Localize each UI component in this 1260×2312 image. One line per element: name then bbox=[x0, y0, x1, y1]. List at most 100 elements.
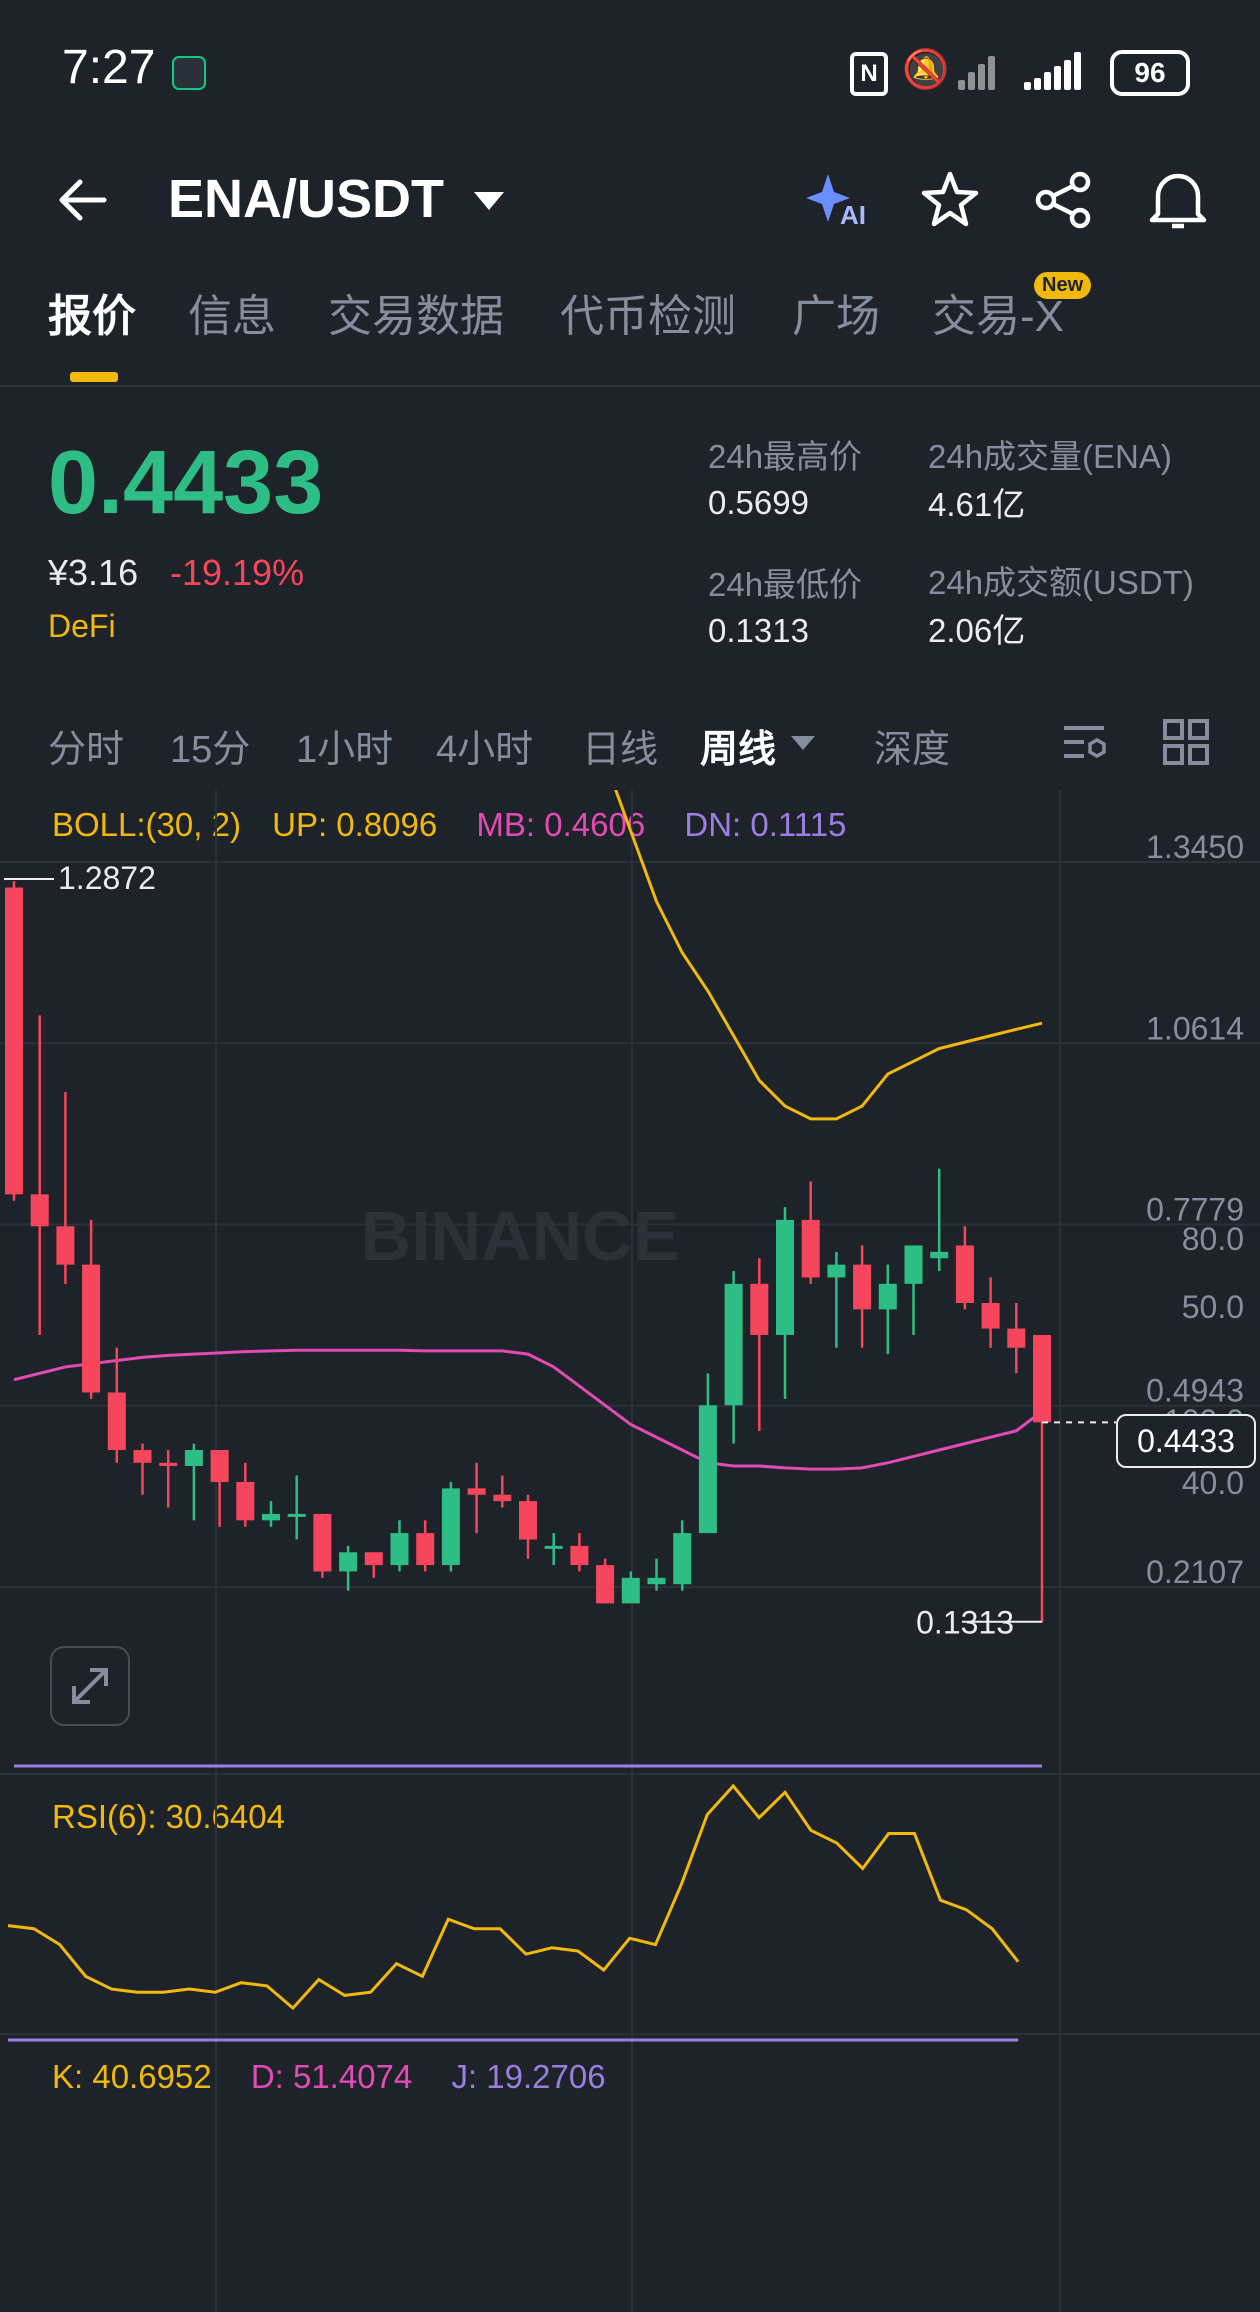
candle-body bbox=[5, 887, 23, 1195]
chart-watermark: BINANCE bbox=[361, 1197, 680, 1275]
pair-dropdown-icon[interactable] bbox=[472, 190, 506, 219]
tab-token-check[interactable]: 代币检测 bbox=[560, 292, 736, 341]
vol-base-value: 4.61亿 bbox=[928, 486, 1026, 523]
candle-body bbox=[210, 1450, 229, 1482]
boll-up: UP: 0.8096 bbox=[272, 806, 438, 843]
interval-1w[interactable]: 周线 bbox=[700, 729, 777, 771]
y-tick-label: 1.0614 bbox=[1146, 1010, 1244, 1046]
low-24h-label: 24h最低价 bbox=[708, 566, 863, 603]
fullscreen-expand-icon[interactable] bbox=[50, 1646, 130, 1726]
boll-legend: BOLL:(30, 2) UP: 0.8096 MB: 0.4606 DN: 0… bbox=[52, 806, 846, 844]
min-marker-label: 0.1313 bbox=[916, 1605, 1014, 1641]
candle-body bbox=[364, 1552, 383, 1566]
active-tab-indicator bbox=[70, 372, 118, 382]
layout-grid-icon[interactable] bbox=[1162, 718, 1210, 771]
candle-body bbox=[1033, 1334, 1051, 1423]
last-price: 0.4433 bbox=[48, 433, 324, 533]
wifi-signal-icon bbox=[958, 50, 1008, 90]
candle-body bbox=[133, 1450, 152, 1463]
candle-body bbox=[673, 1533, 692, 1585]
nfc-icon: N bbox=[850, 52, 888, 96]
rsi-legend: RSI(6): 30.6404 bbox=[52, 1798, 285, 1835]
candle-body bbox=[262, 1513, 280, 1521]
interval-depth[interactable]: 深度 bbox=[874, 729, 951, 771]
ai-sparkle-icon[interactable]: AI bbox=[806, 170, 876, 230]
tab-quote[interactable]: 报价 bbox=[48, 292, 136, 341]
notification-app-icon bbox=[172, 56, 206, 90]
status-bar: 7:27 N 🔕 96 bbox=[0, 0, 1260, 140]
y-tick-label: 0.7779 bbox=[1146, 1191, 1244, 1227]
rsi-tick-label: 50.0 bbox=[1182, 1289, 1244, 1325]
boll-up-line bbox=[614, 790, 1043, 1121]
candle-body bbox=[184, 1450, 203, 1466]
main-grid bbox=[0, 790, 1260, 2312]
change-percent: -19.19% bbox=[170, 552, 305, 593]
share-icon[interactable] bbox=[1034, 170, 1094, 235]
candle-body bbox=[827, 1264, 846, 1278]
candle-body bbox=[724, 1283, 743, 1406]
kdj-legend: K: 40.6952 D: 51.4074 J: 19.2706 bbox=[52, 2058, 606, 2096]
rsi-panel: 80.0 50.0 bbox=[7, 1221, 1244, 2011]
candle-body bbox=[647, 1577, 666, 1585]
mute-bell-icon: 🔕 bbox=[902, 49, 950, 91]
favorite-star-icon[interactable] bbox=[920, 170, 980, 235]
tab-square[interactable]: 广场 bbox=[792, 292, 880, 341]
kdj-tick-label: 40.0 bbox=[1182, 1465, 1244, 1501]
candle-body bbox=[878, 1283, 897, 1310]
tab-trading-data[interactable]: 交易数据 bbox=[328, 292, 504, 341]
boll-lines bbox=[13, 790, 1043, 1768]
boll-mb: MB: 0.4606 bbox=[476, 806, 646, 843]
kdj-j: J: 19.2706 bbox=[451, 2058, 606, 2095]
candle-body bbox=[82, 1264, 101, 1393]
candle-body bbox=[339, 1552, 358, 1572]
boll-name: BOLL:(30, 2) bbox=[52, 806, 241, 843]
tab-info[interactable]: 信息 bbox=[188, 292, 276, 341]
new-badge: New bbox=[1034, 272, 1092, 299]
rsi-tick-label: 80.0 bbox=[1182, 1221, 1244, 1257]
interval-15m[interactable]: 15分 bbox=[170, 729, 251, 771]
candle-body bbox=[698, 1405, 717, 1534]
candle-body bbox=[467, 1488, 486, 1495]
rsi-line bbox=[7, 1783, 1020, 2011]
boll-mid-line bbox=[13, 1348, 1043, 1471]
pair-title[interactable]: ENA/USDT bbox=[168, 169, 445, 229]
candle-body bbox=[441, 1488, 460, 1566]
candle-body bbox=[853, 1264, 872, 1310]
candle-body bbox=[776, 1219, 794, 1335]
main-y-axis: 1.3450 1.0614 0.7779 0.4943 0.2107 bbox=[1146, 829, 1244, 1590]
high-24h-label: 24h最高价 bbox=[708, 438, 863, 475]
vol-quote-label: 24h成交额(USDT) bbox=[928, 564, 1194, 601]
candle-body bbox=[287, 1513, 306, 1517]
candle-body bbox=[236, 1481, 255, 1521]
max-marker-label: 1.2872 bbox=[58, 860, 156, 896]
candle-body bbox=[1007, 1328, 1026, 1348]
candle-body bbox=[416, 1533, 435, 1566]
candle-body bbox=[56, 1226, 75, 1265]
price-alert-bell-icon[interactable] bbox=[1148, 168, 1208, 237]
interval-dropdown-icon[interactable] bbox=[790, 734, 816, 757]
back-icon[interactable] bbox=[52, 170, 112, 230]
tab-trade-x[interactable]: 交易-X bbox=[932, 292, 1064, 341]
candle-body bbox=[313, 1513, 332, 1572]
candle-body bbox=[930, 1251, 949, 1259]
category-tag[interactable]: DeFi bbox=[48, 608, 116, 644]
vol-quote-value: 2.06亿 bbox=[928, 612, 1026, 649]
interval-1h[interactable]: 1小时 bbox=[296, 729, 394, 771]
interval-timeshare[interactable]: 分时 bbox=[48, 729, 125, 771]
candle-body bbox=[390, 1533, 409, 1566]
candle-body bbox=[596, 1565, 615, 1604]
indicator-settings-icon[interactable] bbox=[1060, 718, 1108, 771]
candle-body bbox=[904, 1245, 923, 1284]
high-24h-value: 0.5699 bbox=[708, 484, 809, 521]
price-chart[interactable]: BINANCE 1.2872 0.1313 1.3450 1.0614 0.7779 0… bbox=[0, 790, 1260, 2312]
battery-indicator: 96 bbox=[1110, 50, 1190, 96]
candle-body bbox=[570, 1545, 589, 1566]
last-price-tag: 0.4433 bbox=[1116, 1414, 1256, 1468]
interval-1d[interactable]: 日线 bbox=[582, 729, 659, 771]
candle-body bbox=[981, 1303, 1000, 1329]
kdj-d: D: 51.4074 bbox=[250, 2058, 413, 2095]
y-tick-label: 0.2107 bbox=[1146, 1554, 1244, 1590]
main-tabs: 报价 信息 交易数据 代币检测 广场 交易-X New bbox=[0, 272, 1260, 380]
candle-body bbox=[519, 1501, 537, 1540]
interval-4h[interactable]: 4小时 bbox=[436, 729, 534, 771]
